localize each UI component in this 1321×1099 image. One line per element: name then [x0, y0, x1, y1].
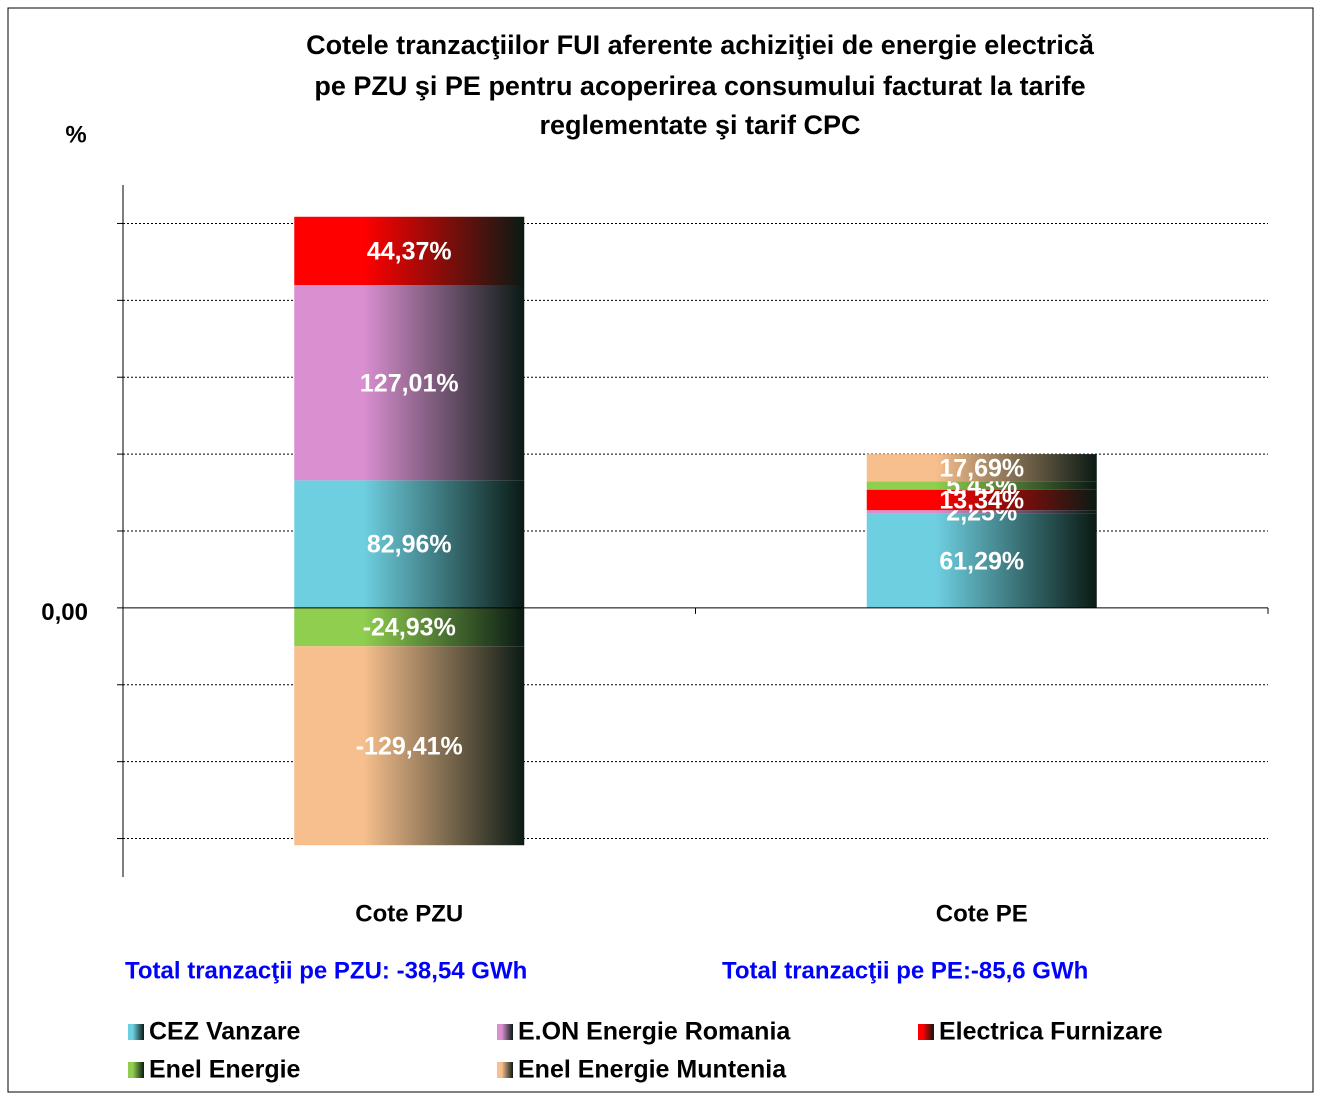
annotation: Total tranzacţii pe PE:-85,6 GWh — [722, 957, 1088, 984]
chart-title: Cotele tranzacţiilor FUI aferente achizi… — [306, 30, 1095, 60]
data-label: 17,69% — [939, 454, 1024, 482]
y-tick-label: 0,00 — [41, 599, 88, 626]
bar-segment — [866, 513, 1097, 608]
legend-swatch — [128, 1024, 144, 1040]
legend-label: Enel Energie Muntenia — [518, 1056, 787, 1084]
x-tick-label: Cote PE — [936, 900, 1028, 927]
legend-swatch — [497, 1024, 513, 1040]
x-tick-label: Cote PZU — [355, 900, 463, 927]
data-label: 82,96% — [367, 531, 452, 559]
legend-swatch — [918, 1024, 934, 1040]
bar-segment — [294, 607, 525, 647]
bar-segment — [866, 481, 1097, 490]
legend-label: Electrica Furnizare — [939, 1018, 1163, 1046]
data-label: -129,41% — [356, 732, 463, 760]
bar-segment — [294, 480, 525, 608]
annotation: Total tranzacţii pe PZU: -38,54 GWh — [125, 957, 527, 984]
bar-segment — [294, 216, 525, 286]
legend-label: E.ON Energie Romania — [518, 1018, 791, 1046]
bar-segment — [866, 489, 1097, 511]
data-label: 127,01% — [360, 369, 459, 397]
data-label: 44,37% — [367, 237, 452, 265]
legend-swatch — [128, 1062, 144, 1078]
data-label: 13,34% — [939, 487, 1024, 515]
chart-border — [7, 7, 1314, 1093]
legend-label: CEZ Vanzare — [149, 1018, 301, 1046]
chart-title: pe PZU şi PE pentru acoperirea consumulu… — [314, 71, 1085, 101]
data-label: 61,29% — [939, 547, 1024, 575]
bar-segment — [866, 454, 1097, 482]
chart-title: reglementate şi tarif CPC — [539, 110, 860, 140]
data-label: -24,93% — [363, 614, 456, 642]
legend-label: Enel Energie — [149, 1056, 301, 1084]
legend-swatch — [497, 1062, 513, 1078]
y-axis-label: % — [65, 121, 86, 148]
bar-segment — [294, 646, 525, 846]
bar-segment — [294, 285, 525, 481]
bar-segment — [866, 510, 1097, 514]
